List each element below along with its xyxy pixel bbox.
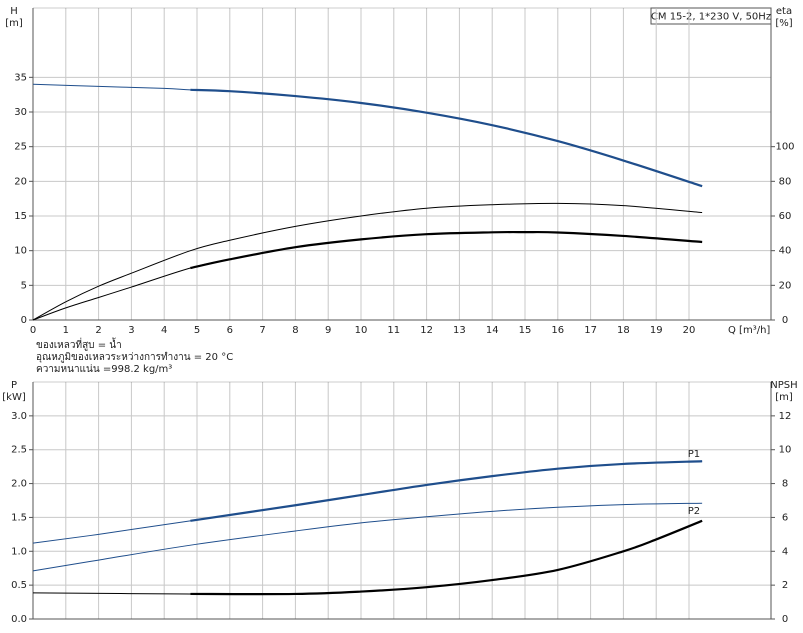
curve-label: P1 — [688, 449, 700, 460]
x-tick-label: 2 — [95, 325, 101, 336]
y-tick-label: 0 — [21, 315, 27, 326]
y2-tick-label: 12 — [779, 411, 792, 422]
y-axis-unit: [m] — [5, 18, 23, 29]
curve — [32, 502, 703, 572]
y2-tick-label: 6 — [782, 512, 788, 523]
x-tick-label: 18 — [617, 325, 630, 336]
curve-operating-range — [190, 460, 703, 522]
y-axis-unit: [kW] — [2, 392, 26, 403]
y2-tick-label: 40 — [779, 246, 792, 257]
curve-operating-range — [190, 230, 703, 270]
x-tick-label: 7 — [259, 325, 265, 336]
y2-axis-unit: [%] — [775, 18, 792, 29]
y-tick-label: 25 — [14, 142, 27, 153]
y-axis-label: P — [11, 380, 17, 391]
curve — [32, 231, 703, 321]
x-tick-label: 3 — [128, 325, 134, 336]
y2-tick-label: 80 — [779, 176, 792, 187]
y-tick-label: 20 — [14, 176, 27, 187]
x-tick-label: 15 — [519, 325, 532, 336]
x-tick-label: 17 — [584, 325, 597, 336]
y-tick-label: 15 — [14, 211, 27, 222]
y-tick-label: 0.5 — [11, 580, 27, 591]
y-tick-label: 5 — [21, 280, 27, 291]
note: อุณหภูมิของเหลวระหว่างการทำงาน = 20 °C — [36, 352, 233, 363]
y2-tick-label: 8 — [782, 479, 788, 490]
x-tick-label: 9 — [325, 325, 331, 336]
y2-tick-label: 2 — [782, 580, 788, 591]
curve-operating-range — [190, 88, 703, 188]
y2-tick-label: 4 — [782, 546, 788, 557]
curve-operating-range — [190, 519, 703, 596]
note: ความหนาแน่น =998.2 kg/m³ — [36, 364, 172, 375]
y-tick-label: 2.0 — [11, 479, 27, 490]
y2-axis-unit: [m] — [775, 392, 793, 403]
curve — [32, 202, 703, 321]
y-tick-label: 1.5 — [11, 512, 27, 523]
y2-axis-label: NPSH — [770, 380, 797, 391]
y2-tick-label: 0 — [782, 614, 788, 625]
y-tick-label: 2.5 — [11, 445, 27, 456]
x-tick-label: 16 — [551, 325, 564, 336]
x-tick-label: 12 — [420, 325, 433, 336]
x-tick-label: 5 — [194, 325, 200, 336]
y-tick-label: 1.0 — [11, 546, 27, 557]
x-tick-label: 8 — [292, 325, 298, 336]
x-tick-label: 1 — [63, 325, 69, 336]
x-tick-label: 19 — [650, 325, 663, 336]
y-tick-label: 0.0 — [11, 614, 27, 625]
x-tick-label: 6 — [227, 325, 233, 336]
curve — [32, 460, 703, 544]
y-tick-label: 3.0 — [11, 411, 27, 422]
y-axis-label: H — [10, 6, 18, 17]
x-tick-label: 0 — [30, 325, 36, 336]
y2-axis-label: eta — [776, 6, 792, 17]
pump-label: CM 15-2, 1*230 V, 50Hz — [651, 12, 771, 23]
x-tick-label: 10 — [355, 325, 368, 336]
x-tick-label: 13 — [453, 325, 466, 336]
x-axis-label: Q [m³/h] — [728, 325, 770, 336]
curve — [32, 83, 703, 187]
x-tick-label: 14 — [486, 325, 499, 336]
x-tick-label: 4 — [161, 325, 167, 336]
y2-tick-label: 20 — [779, 280, 792, 291]
note: ของเหลวที่สูบ = น้ำ — [36, 337, 122, 351]
x-tick-label: 20 — [683, 325, 696, 336]
x-tick-label: 11 — [387, 325, 400, 336]
y2-tick-label: 0 — [782, 315, 788, 326]
y2-tick-label: 100 — [775, 142, 794, 153]
y-tick-label: 35 — [14, 72, 27, 83]
y-tick-label: 10 — [14, 246, 27, 257]
y-tick-label: 30 — [14, 107, 27, 118]
y2-tick-label: 10 — [779, 445, 792, 456]
curve-label: P2 — [688, 506, 700, 517]
y2-tick-label: 60 — [779, 211, 792, 222]
